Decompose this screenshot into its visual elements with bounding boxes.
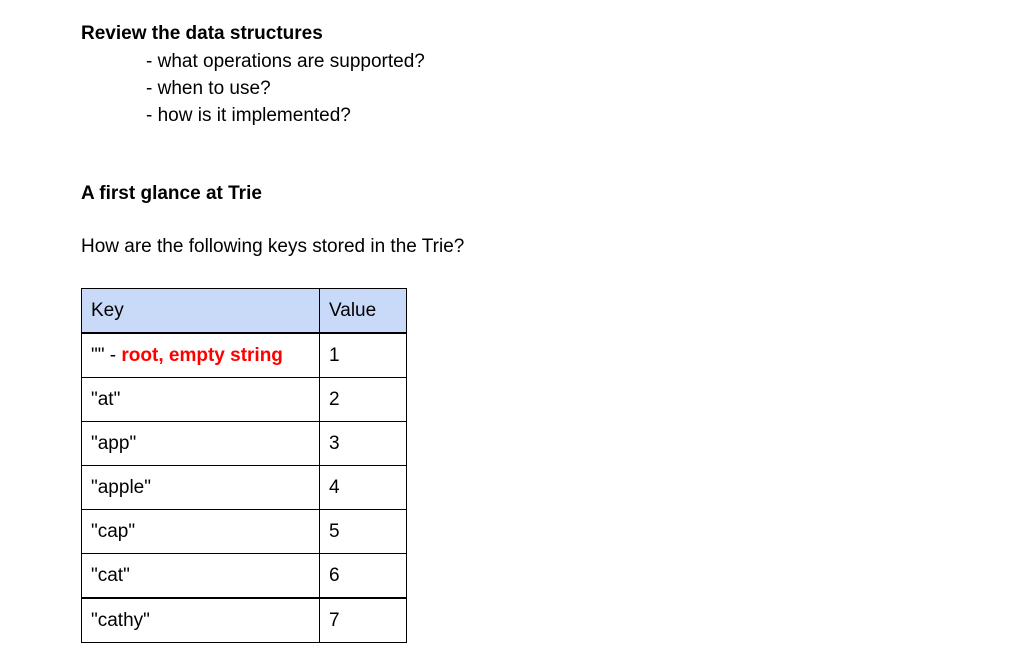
row-key: "cathy" bbox=[81, 597, 320, 643]
table-row: "at" 2 bbox=[81, 377, 407, 422]
header-key: Key bbox=[81, 288, 320, 334]
row-value: 1 bbox=[319, 332, 407, 378]
row-value: 2 bbox=[319, 377, 407, 422]
key-value-table: Key Value "" - root, empty string 1 "at"… bbox=[81, 288, 407, 643]
review-questions-list: - what operations are supported? - when … bbox=[146, 48, 425, 129]
table-row: "apple" 4 bbox=[81, 465, 407, 510]
review-question-item: - how is it implemented? bbox=[146, 105, 351, 126]
table-row: "cap" 5 bbox=[81, 509, 407, 554]
row-key-cell: "" - root, empty string bbox=[81, 332, 320, 378]
row-value: 6 bbox=[319, 553, 407, 599]
row-value: 7 bbox=[319, 597, 407, 643]
row-value: 3 bbox=[319, 421, 407, 466]
table-row: "cathy" 7 bbox=[81, 597, 407, 643]
table-row: "" - root, empty string 1 bbox=[81, 332, 407, 378]
row-key-separator: - bbox=[104, 344, 122, 366]
row-key: "app" bbox=[81, 421, 320, 466]
review-question-item: - when to use? bbox=[146, 78, 271, 99]
row-key: "cap" bbox=[81, 509, 320, 554]
row-key: "" bbox=[91, 344, 105, 366]
table-row: "app" 3 bbox=[81, 421, 407, 466]
table-row: "cat" 6 bbox=[81, 553, 407, 599]
header-value: Value bbox=[319, 288, 407, 334]
row-key: "at" bbox=[81, 377, 320, 422]
row-value: 4 bbox=[319, 465, 407, 510]
heading-review-data-structures: Review the data structures bbox=[81, 23, 323, 44]
heading-trie-first-glance: A first glance at Trie bbox=[81, 183, 262, 204]
row-key: "apple" bbox=[81, 465, 320, 510]
root-note: root, empty string bbox=[121, 344, 283, 366]
review-question-item: - what operations are supported? bbox=[146, 51, 425, 72]
row-value: 5 bbox=[319, 509, 407, 554]
table-header-row: Key Value bbox=[81, 288, 407, 334]
trie-question: How are the following keys stored in the… bbox=[81, 236, 465, 257]
row-key: "cat" bbox=[81, 553, 320, 599]
